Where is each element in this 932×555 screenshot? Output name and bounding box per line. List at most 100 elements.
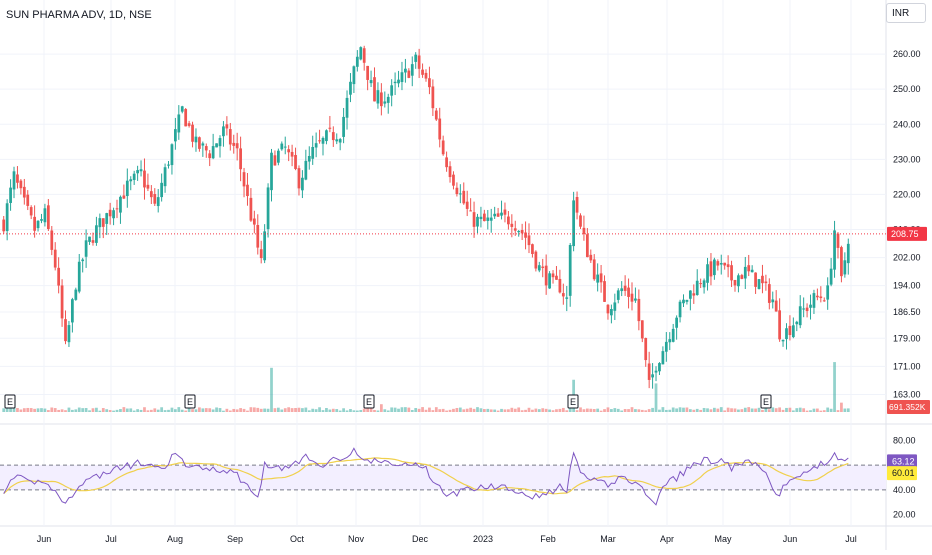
volume-bar [177,407,181,412]
candle-body [754,272,757,287]
volume-bar [424,409,428,412]
earnings-marker[interactable]: E [760,394,772,409]
candle-body [177,114,181,133]
volume-bar [668,409,672,412]
earnings-marker[interactable]: E [363,394,375,409]
candle-body [311,146,315,159]
volume-bar [534,408,538,412]
volume-bar [160,407,164,412]
volume-bar [122,407,126,412]
candle-body [191,124,194,142]
volume-bar [458,407,462,412]
price-badge [887,226,927,241]
candle-body [465,201,469,209]
earnings-marker[interactable]: E [184,394,196,409]
candle-body [421,69,424,75]
volume-bar [101,408,105,412]
candle-body [222,126,225,137]
x-tick-label: Mar [600,534,616,544]
volume-bar [630,407,634,412]
candle-body [716,261,720,266]
volume-bar [579,407,582,412]
volume-bar [294,408,297,412]
volume-bar [541,408,545,412]
candle-body [400,72,404,83]
volume-bar [469,407,473,412]
x-tick-label: Nov [348,534,365,544]
candle-body [12,171,16,190]
y-tick-label: 260.00 [893,49,921,59]
candle-body [304,160,308,180]
candle-body [53,249,57,268]
earnings-marker[interactable]: E [4,394,16,409]
currency-button[interactable]: INR [886,3,926,23]
volume-bar [421,407,424,412]
earnings-marker-box [567,394,579,409]
candle-body [651,374,654,378]
volume-bar [596,408,600,412]
earnings-marker-box [184,394,196,409]
volume-bar [112,410,115,412]
earnings-marker-label: E [366,397,372,407]
candle-body [771,299,775,303]
candle-body [513,228,517,231]
candle-body [383,101,387,104]
candle-body [390,85,394,96]
volume-bar [283,408,287,412]
volume-bar [242,408,246,412]
volume-bar [136,409,139,412]
candle-body [283,146,287,148]
volume-bar [88,410,91,412]
candle-body [29,207,33,216]
volume-bar [198,407,201,412]
volume-bar [647,409,651,412]
volume-bar [167,409,170,412]
volume-bar [840,402,843,412]
candle-body [479,216,483,220]
rsi-badge [887,454,917,469]
volume-bar [743,407,747,412]
candle-body [266,187,270,230]
volume-bar [754,408,757,412]
volume-bar [67,407,71,412]
volume-bar [36,408,40,412]
candle-body [170,144,174,166]
volume-bar [321,410,325,412]
volume-bar [290,408,294,412]
volume-bar [537,409,541,412]
volume-bar [493,409,497,412]
rsi-ma-badge [887,466,917,481]
volume-bar [603,409,606,412]
candle-body [57,267,61,286]
candle-body [105,213,109,224]
volume-bar [685,407,689,412]
candle-body [802,308,806,310]
candle-body [43,208,47,223]
candle-body [208,153,212,159]
volume-bar [397,408,400,412]
candle-body [149,191,153,198]
volume-bar [40,408,43,412]
candle-body [60,285,64,319]
candle-body [541,266,545,268]
candle-body [112,210,115,219]
volume-bar [771,407,775,412]
candle-body [743,266,747,279]
volume-bar [675,408,678,412]
y-tick-label: 220.00 [893,189,921,199]
volume-bar [513,408,517,412]
volume-bar [338,410,342,412]
candle-body [692,293,696,296]
volume-bar [599,410,603,412]
volume-bar [761,409,764,412]
candle-body [661,351,665,365]
earnings-marker[interactable]: E [567,394,579,409]
candle-body [565,297,569,299]
candle-body [816,295,819,298]
candle-body [726,264,730,268]
candle-body [50,230,54,250]
volume-bar [208,408,212,412]
x-tick-label: May [714,534,732,544]
volume-bar [634,409,637,412]
